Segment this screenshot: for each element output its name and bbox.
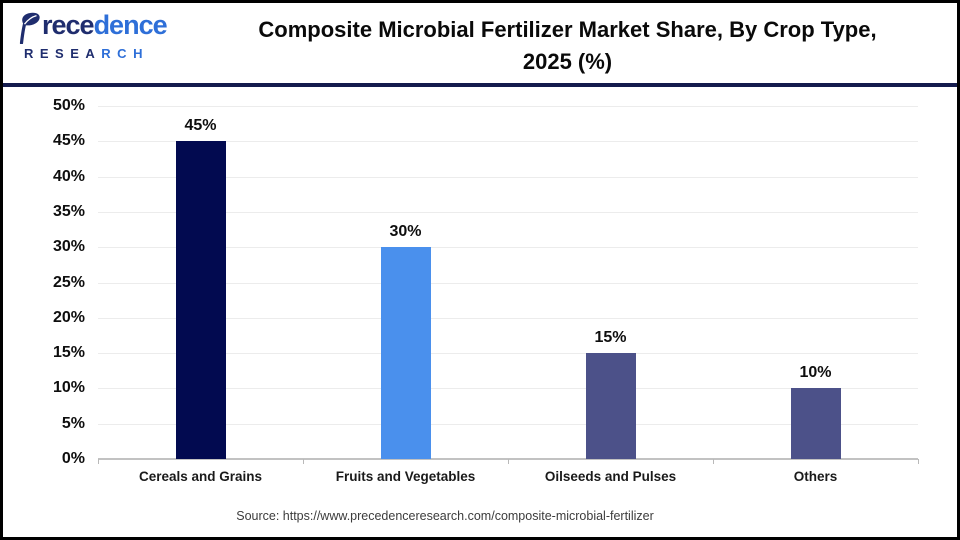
plot-area: 45% 30% 15% 10% (98, 106, 919, 464)
logo-wordmark: rece dence (17, 12, 177, 44)
leaf-p-icon (17, 12, 42, 44)
data-label-fruits-and-vegetables: 30% (389, 223, 422, 241)
logo-research-text: RESEARCH (24, 46, 149, 61)
data-label-cereals-and-grains: 45% (184, 117, 217, 135)
bar-fruits-and-vegetables: 30% (380, 223, 431, 459)
bar-others: 10% (790, 364, 841, 459)
y-tick-label-5: 5% (61, 414, 85, 432)
x-axis-tick (713, 459, 714, 464)
y-tick-label-35: 35% (52, 202, 85, 220)
gridline-40 (98, 176, 918, 178)
category-label-fruits-and-vegetables: Fruits and Vegetables (335, 469, 476, 484)
x-axis-tick (508, 459, 509, 464)
y-tick-label-10: 10% (52, 379, 85, 397)
gridline-15 (98, 353, 918, 355)
chart-title: Composite Microbial Fertilizer Market Sh… (178, 11, 957, 81)
y-tick-label-0: 0% (61, 450, 85, 467)
y-tick-label-20: 20% (52, 308, 85, 326)
x-axis-category-labels: Cereals and Grains Fruits and Vegetables O… (98, 469, 918, 484)
gridline-45 (98, 141, 918, 143)
gridline-50 (98, 106, 918, 107)
gridline-5 (98, 423, 918, 425)
category-label-others: Others (793, 469, 838, 484)
precedence-research-logo: rece dence RESEARCH (17, 12, 177, 61)
logo-brand-blue: dence (93, 10, 168, 40)
y-tick-label-40: 40% (52, 167, 85, 185)
y-tick-label-45: 45% (52, 132, 85, 150)
gridline-10 (98, 388, 918, 390)
y-tick-label-25: 25% (52, 273, 85, 291)
data-label-others: 10% (799, 364, 832, 382)
category-label-cereals-and-grains: Cereals and Grains (138, 469, 263, 484)
header-separator-line (3, 83, 957, 87)
x-axis-tick (918, 459, 919, 464)
source-attribution: Source: https://www.precedenceresearch.c… (236, 509, 654, 523)
bar-oilseeds-and-pulses: 15% (585, 329, 636, 459)
y-tick-label-15: 15% (52, 344, 85, 362)
y-tick-label-50: 50% (52, 97, 85, 114)
x-axis-tick (98, 459, 99, 464)
gridline-35 (98, 211, 918, 213)
gridline-30 (98, 247, 918, 249)
header: rece dence RESEARCH Composite Microbial F… (3, 3, 957, 83)
logo-brand-navy: rece (42, 10, 95, 40)
y-axis: 0% 5% 10% 15% 20% 25% 30% 35% 40% 45% 50% (3, 97, 85, 467)
category-label-oilseeds-and-pulses: Oilseeds and Pulses (544, 469, 677, 484)
x-axis-tick (303, 459, 304, 464)
chart-title-line1: Composite Microbial Fertilizer Market Sh… (258, 17, 877, 42)
gridline-20 (98, 317, 918, 319)
chart-title-line2: 2025 (%) (522, 49, 613, 74)
bar-cereals-and-grains: 45% (175, 117, 226, 459)
gridline-25 (98, 282, 918, 284)
y-tick-label-30: 30% (52, 238, 85, 256)
data-label-oilseeds-and-pulses: 15% (594, 329, 627, 347)
